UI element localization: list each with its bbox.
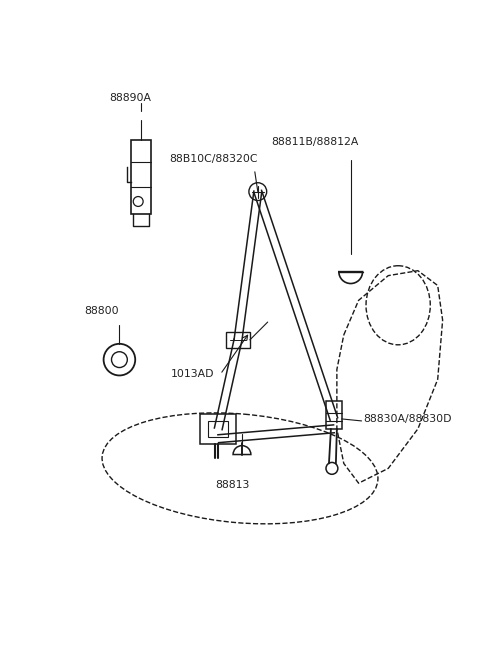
Wedge shape [339, 271, 362, 284]
Text: 1013AD: 1013AD [171, 369, 214, 380]
Text: 88813: 88813 [216, 480, 250, 490]
FancyBboxPatch shape [226, 332, 250, 348]
Text: 88B10C/88320C: 88B10C/88320C [169, 154, 257, 164]
Text: 88811B/88812A: 88811B/88812A [272, 137, 359, 147]
Wedge shape [233, 445, 251, 455]
Text: 88890A: 88890A [109, 93, 152, 102]
FancyBboxPatch shape [131, 140, 151, 214]
Text: 88800: 88800 [84, 306, 119, 316]
Text: 88830A/88830D: 88830A/88830D [363, 414, 452, 424]
FancyBboxPatch shape [326, 401, 342, 429]
FancyBboxPatch shape [208, 421, 228, 437]
FancyBboxPatch shape [201, 414, 236, 443]
